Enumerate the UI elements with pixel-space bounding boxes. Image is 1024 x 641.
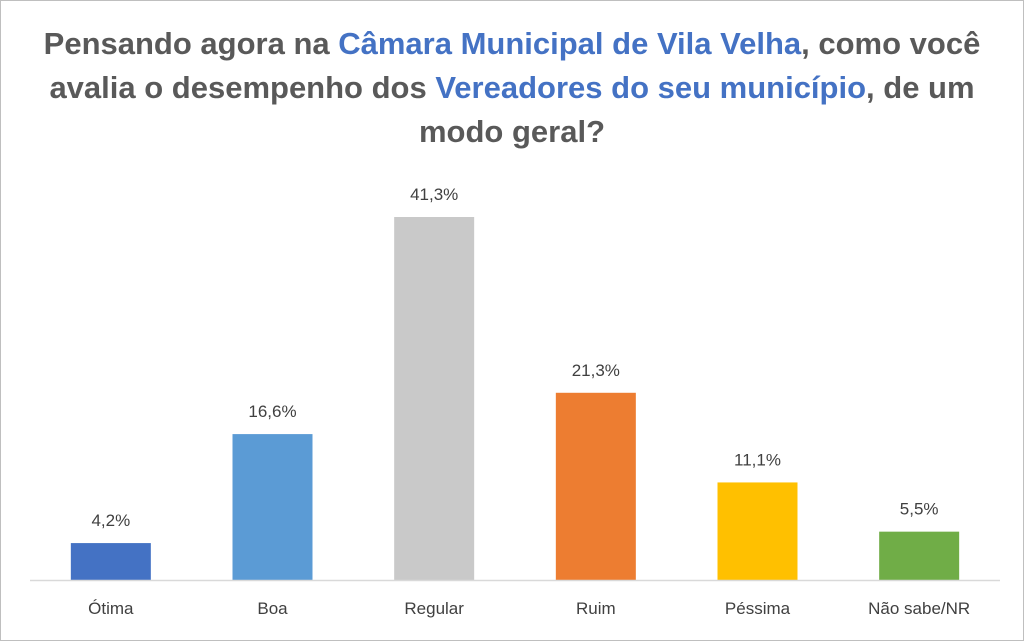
value-label-otima: 4,2% — [91, 511, 130, 530]
category-label-otima: Ótima — [88, 599, 134, 618]
bar-nao-sabe-nr — [879, 531, 960, 580]
title-highlight-camara: Câmara Municipal de Vila Velha — [338, 26, 802, 61]
chart-title: Pensando agora na Câmara Municipal de Vi… — [40, 22, 984, 154]
bar-pessima — [717, 482, 798, 580]
bar-ruim — [555, 392, 636, 580]
bar-regular — [394, 217, 475, 580]
title-highlight-vereadores: Vereadores do seu município — [435, 70, 867, 105]
title-part-2: , como você avalia o desempenho dos — [49, 26, 981, 105]
value-label-boa: 16,6% — [248, 402, 296, 421]
category-label-nao-sabe-nr: Não sabe/NR — [868, 599, 970, 618]
category-label-regular: Regular — [404, 599, 464, 618]
bar-boa — [232, 434, 313, 580]
category-label-pessima: Péssima — [725, 599, 791, 618]
title-part-1: Pensando agora na — [43, 26, 339, 61]
title-part-3: , de um modo geral? — [418, 70, 975, 149]
value-label-ruim: 21,3% — [572, 361, 620, 380]
value-label-nao-sabe-nr: 5,5% — [900, 500, 939, 519]
value-label-regular: 41,3% — [410, 185, 458, 204]
bar-otima — [70, 543, 151, 580]
value-label-pessima: 11,1% — [734, 450, 781, 469]
category-label-boa: Boa — [257, 599, 288, 618]
category-label-ruim: Ruim — [576, 599, 616, 618]
